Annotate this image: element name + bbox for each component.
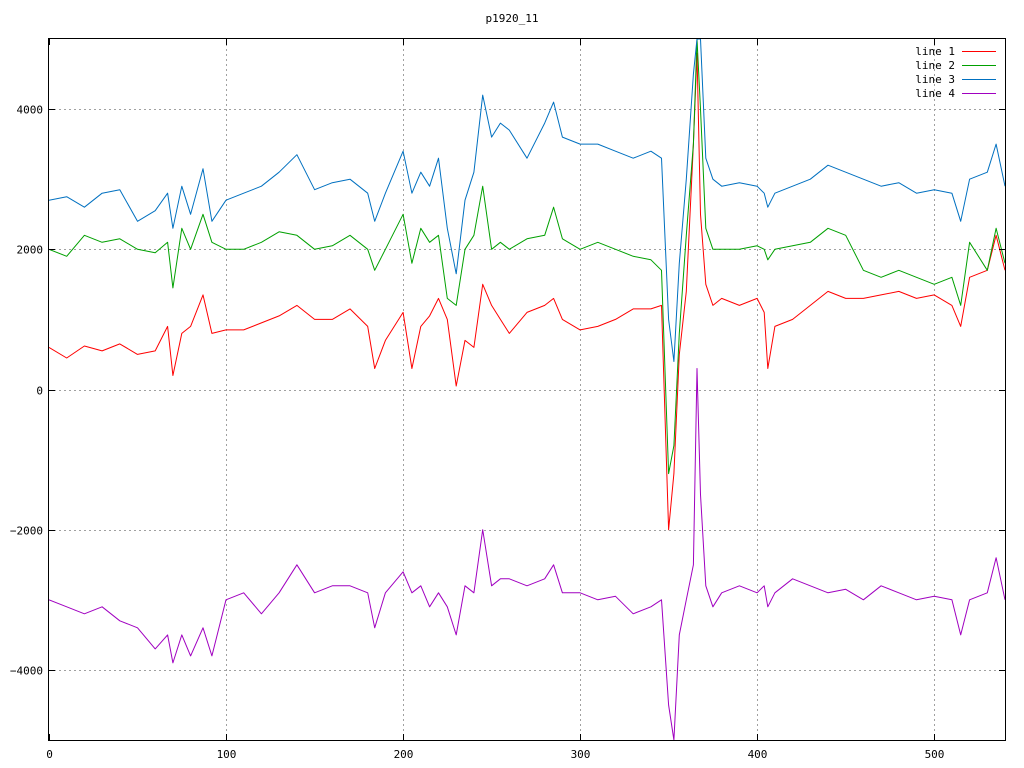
x-tick-label: 0 (46, 748, 53, 761)
legend-label: line 1 (915, 45, 955, 58)
x-tick-label: 500 (925, 748, 945, 761)
legend-label: line 2 (915, 59, 955, 72)
legend-label: line 4 (915, 87, 955, 100)
series-line-4 (49, 368, 1005, 740)
grid (49, 39, 1005, 740)
y-tick-label: −2000 (10, 525, 43, 538)
x-tick-label: 100 (217, 748, 237, 761)
series-line-2 (49, 39, 1005, 475)
axis-ticks: 0 100 200 300 400 500 −4000 −2000 0 2000 4000 (10, 39, 1005, 761)
series-line-1 (49, 52, 1005, 531)
y-tick-label: 0 (36, 385, 43, 398)
series-line-3 (49, 39, 1005, 362)
y-tick-label: 2000 (17, 244, 44, 257)
chart-title: p1920_11 (486, 12, 539, 25)
plot-frame (48, 38, 1006, 741)
y-tick-label: 4000 (17, 104, 44, 117)
y-tick-label: −4000 (10, 665, 43, 678)
series-lines (49, 39, 1005, 740)
x-tick-label: 200 (394, 748, 414, 761)
legend-label: line 3 (915, 73, 955, 86)
x-tick-label: 300 (571, 748, 591, 761)
x-tick-label: 400 (748, 748, 768, 761)
